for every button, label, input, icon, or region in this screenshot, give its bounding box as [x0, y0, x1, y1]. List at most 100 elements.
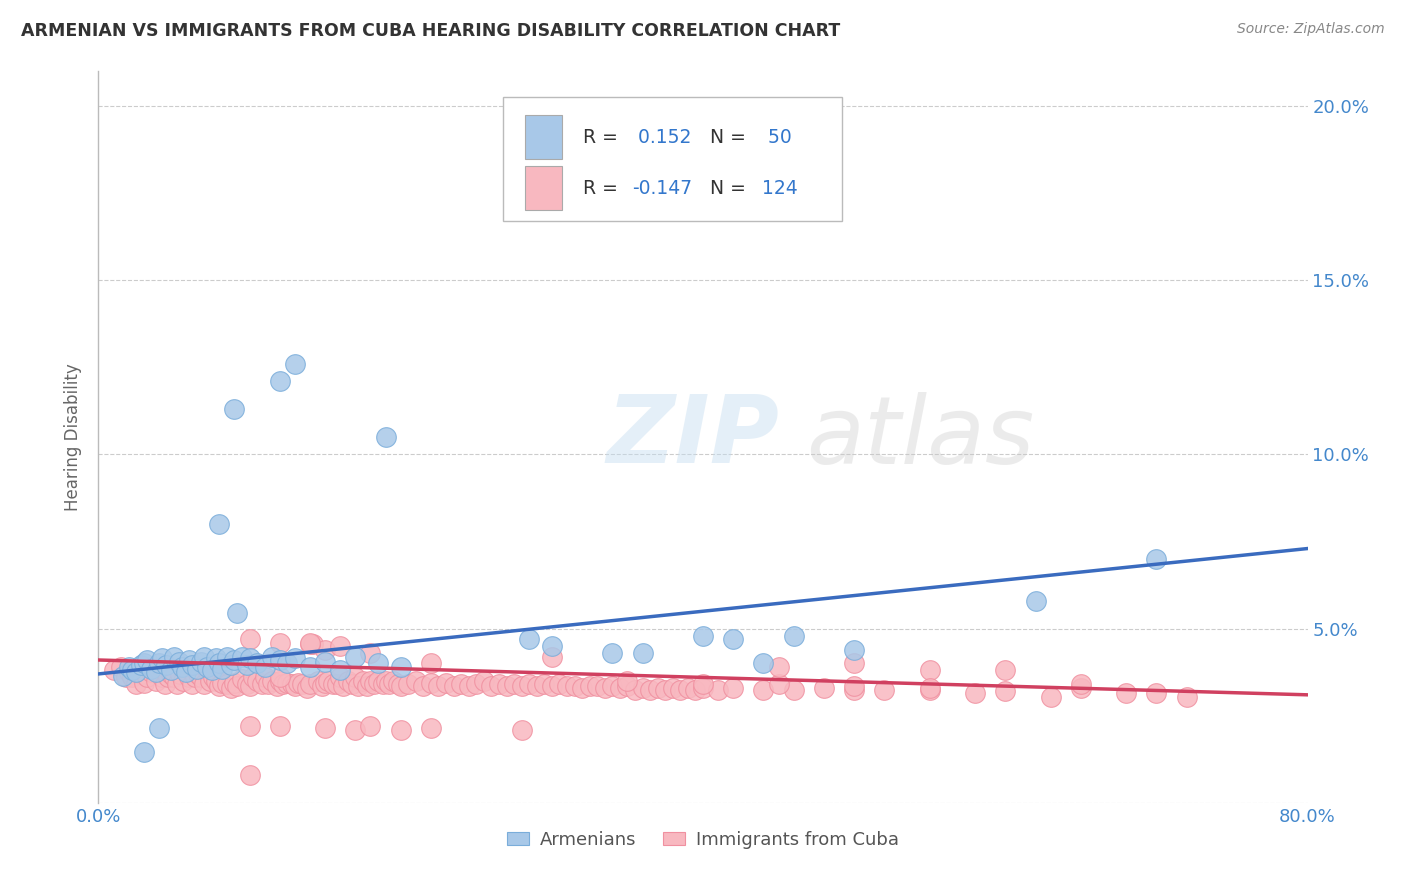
Point: [141, 662, 163, 676]
Point: [208, 679, 231, 693]
Point: [299, 677, 322, 691]
Point: [360, 673, 382, 688]
Point: [994, 664, 1017, 678]
Legend: Armenians, Immigrants from Cuba: Armenians, Immigrants from Cuba: [501, 823, 905, 856]
Point: [326, 677, 349, 691]
Point: [685, 682, 707, 697]
Point: [420, 721, 443, 735]
Point: [783, 682, 806, 697]
Point: [224, 675, 246, 690]
Point: [125, 677, 148, 691]
Point: [457, 679, 479, 693]
Point: [654, 682, 676, 697]
Point: [1144, 552, 1167, 566]
Point: [262, 673, 284, 688]
Point: [224, 653, 246, 667]
Point: [193, 649, 215, 664]
Point: [374, 673, 396, 688]
Point: [329, 670, 352, 684]
Point: [129, 667, 152, 681]
Point: [813, 681, 835, 695]
Point: [174, 665, 197, 680]
Point: [344, 649, 367, 664]
Point: [624, 682, 647, 697]
Point: [631, 646, 654, 660]
Point: [167, 655, 190, 669]
Point: [510, 723, 533, 737]
Point: [1070, 677, 1092, 691]
Point: [148, 657, 170, 671]
Point: [360, 719, 382, 733]
Point: [918, 682, 941, 697]
Point: [239, 719, 262, 733]
Point: [145, 665, 167, 680]
Point: [174, 664, 197, 678]
Point: [1039, 690, 1062, 704]
Point: [965, 686, 987, 700]
Point: [302, 637, 325, 651]
Point: [363, 677, 385, 691]
Point: [316, 673, 339, 688]
Point: [768, 677, 790, 691]
Point: [488, 677, 510, 691]
Point: [540, 639, 562, 653]
Point: [377, 677, 399, 691]
Point: [221, 681, 243, 695]
Point: [179, 670, 201, 684]
Point: [226, 679, 249, 693]
Point: [412, 679, 434, 693]
Point: [215, 649, 238, 664]
Y-axis label: Hearing Disability: Hearing Disability: [65, 363, 83, 511]
Point: [723, 632, 745, 646]
Point: [322, 677, 344, 691]
Point: [181, 658, 204, 673]
Point: [287, 675, 309, 690]
Point: [307, 673, 329, 688]
Point: [121, 664, 143, 678]
Point: [201, 664, 224, 678]
Point: [235, 677, 257, 691]
Point: [540, 183, 562, 197]
Point: [205, 673, 228, 688]
Point: [311, 679, 333, 693]
Point: [555, 679, 578, 693]
Point: [420, 657, 443, 671]
Point: [314, 655, 336, 669]
Point: [193, 677, 215, 691]
Point: [752, 657, 775, 671]
FancyBboxPatch shape: [526, 167, 561, 211]
Point: [190, 670, 212, 684]
Point: [145, 673, 167, 688]
Point: [202, 670, 225, 684]
Point: [114, 670, 136, 684]
Text: R =: R =: [583, 179, 624, 198]
Point: [269, 635, 291, 649]
Point: [208, 517, 231, 532]
Text: ZIP: ZIP: [606, 391, 779, 483]
Point: [367, 673, 389, 688]
Text: atlas: atlas: [806, 392, 1033, 483]
Point: [396, 677, 419, 691]
Point: [135, 670, 157, 684]
Point: [187, 667, 209, 681]
Point: [156, 670, 179, 684]
Point: [616, 673, 638, 688]
FancyBboxPatch shape: [526, 115, 561, 159]
Point: [281, 677, 304, 691]
Point: [235, 658, 257, 673]
Point: [253, 670, 276, 684]
Point: [299, 635, 322, 649]
Point: [269, 375, 291, 389]
Point: [443, 679, 465, 693]
Point: [360, 646, 382, 660]
Point: [918, 681, 941, 695]
Point: [284, 679, 307, 693]
Point: [103, 664, 125, 678]
Point: [195, 660, 218, 674]
Point: [1175, 690, 1198, 704]
Point: [169, 667, 191, 681]
Point: [111, 668, 134, 682]
Text: N =: N =: [699, 128, 752, 146]
Point: [374, 430, 396, 444]
Point: [427, 679, 450, 693]
